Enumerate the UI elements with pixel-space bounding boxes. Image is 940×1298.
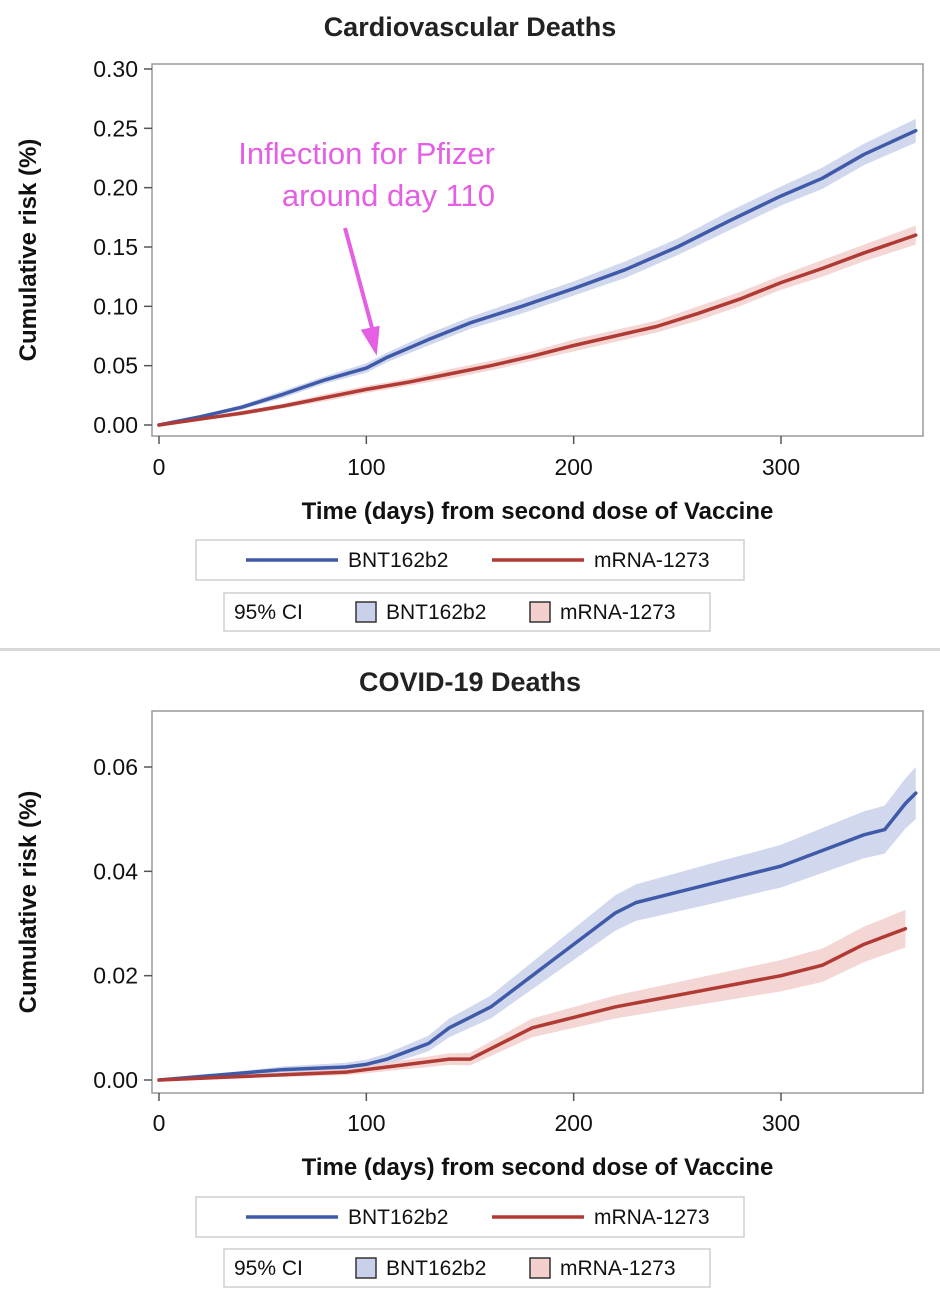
x-tick-label: 300 bbox=[762, 1110, 800, 1136]
y-tick-label: 0.05 bbox=[93, 353, 138, 379]
y-tick-label: 0.00 bbox=[93, 1067, 138, 1093]
chart-title: Cardiovascular Deaths bbox=[324, 12, 617, 42]
annotation-line-1: Inflection for Pfizer bbox=[238, 136, 495, 171]
chart-0-group: Cardiovascular Deaths 0.00 0.05 0.10 0.15 0.2… bbox=[15, 12, 924, 632]
series-line-bnt162b2 bbox=[157, 128, 918, 427]
legend-ci-box bbox=[223, 1248, 711, 1288]
series-line-mrna-1273 bbox=[157, 926, 908, 1082]
y-tick-label: 0.00 bbox=[93, 412, 138, 438]
y-tick-label: 0.15 bbox=[93, 234, 138, 260]
y-tick-label: 0.20 bbox=[93, 175, 138, 201]
y-axis-label: Cumulative risk (%) bbox=[15, 791, 42, 1014]
y-tick-label: 0.10 bbox=[93, 293, 138, 319]
legend-ci-label: mRNA-1273 bbox=[560, 1257, 676, 1280]
chart-title: COVID-19 Deaths bbox=[359, 667, 581, 697]
chart-svg-cardiovascular: Cardiovascular Deaths 0.00 0.05 0.10 0.15 0.2… bbox=[15, 12, 924, 632]
x-tick-label: 0 bbox=[153, 454, 166, 480]
legend-ci-title: 95% CI bbox=[234, 1257, 303, 1280]
legend-ci-swatch bbox=[529, 601, 551, 623]
legend-line-label: BNT162b2 bbox=[348, 1206, 448, 1229]
x-axis-label: Time (days) from second dose of Vaccine bbox=[302, 1154, 774, 1181]
y-tick-label: 0.30 bbox=[93, 56, 138, 82]
y-tick-label: 0.04 bbox=[93, 858, 138, 884]
legend-line-label: BNT162b2 bbox=[348, 549, 448, 572]
chart-cardiovascular-deaths: Cardiovascular Deaths 0.00 0.05 0.10 0.15 0.2… bbox=[0, 0, 940, 648]
legend-ci-swatch bbox=[529, 1257, 551, 1279]
legend-ci-box bbox=[223, 592, 711, 632]
chart-1-group: COVID-19 Deaths 0.00 0.02 0.04 0.06 0 100 200 30… bbox=[15, 667, 924, 1288]
chart-svg-covid: COVID-19 Deaths 0.00 0.02 0.04 0.06 0 100 200 30… bbox=[15, 667, 924, 1288]
plot-area bbox=[157, 118, 918, 427]
ci-band-mrna-1273 bbox=[159, 909, 906, 1080]
x-tick-label: 300 bbox=[762, 454, 800, 480]
legend-ci-swatch bbox=[355, 601, 377, 623]
legend-ci-title: 95% CI bbox=[234, 601, 303, 624]
panel-divider bbox=[0, 648, 940, 651]
annotation-line-2: around day 110 bbox=[282, 178, 495, 213]
y-axis-label: Cumulative risk (%) bbox=[15, 139, 42, 362]
x-tick-label: 0 bbox=[153, 1110, 166, 1136]
legend-line-label: mRNA-1273 bbox=[594, 1206, 710, 1229]
series-line-mrna-1273 bbox=[157, 233, 918, 427]
y-tick-label: 0.02 bbox=[93, 963, 138, 989]
y-tick-label: 0.25 bbox=[93, 115, 138, 141]
legend-ci-swatch bbox=[355, 1257, 377, 1279]
plot-frame bbox=[151, 63, 924, 437]
plot-area bbox=[157, 767, 918, 1082]
annotation-arrow-head bbox=[360, 325, 380, 356]
x-tick-label: 200 bbox=[554, 1110, 592, 1136]
legend-lines-box bbox=[195, 1196, 745, 1238]
legend-ci-label: BNT162b2 bbox=[386, 601, 486, 624]
x-tick-label: 100 bbox=[347, 454, 385, 480]
legend-ci-label: mRNA-1273 bbox=[560, 601, 676, 624]
x-axis-label: Time (days) from second dose of Vaccine bbox=[302, 498, 774, 525]
x-tick-label: 100 bbox=[347, 1110, 385, 1136]
legend-ci-label: BNT162b2 bbox=[386, 1257, 486, 1280]
chart-covid-deaths: COVID-19 Deaths 0.00 0.02 0.04 0.06 0 100 200 30… bbox=[0, 648, 940, 1298]
legend-line-label: mRNA-1273 bbox=[594, 549, 710, 572]
y-tick-label: 0.06 bbox=[93, 754, 138, 780]
x-tick-label: 200 bbox=[554, 454, 592, 480]
annotation-arrow-shaft bbox=[343, 227, 377, 339]
series-line-bnt162b2 bbox=[157, 791, 918, 1082]
